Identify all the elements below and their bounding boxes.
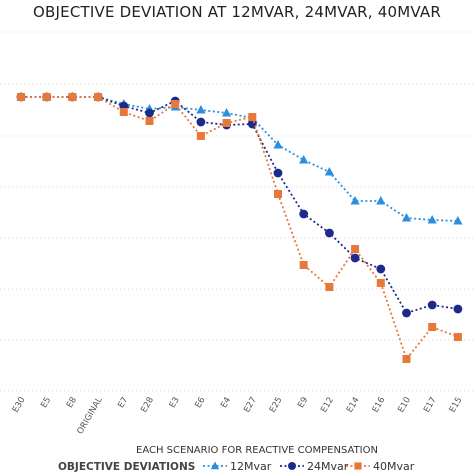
x-tick-E17: E17	[422, 396, 439, 415]
x-tick-E14: E14	[345, 396, 362, 415]
point-24Mvar-E15	[453, 304, 463, 314]
legend-item-24Mvar: 24Mvar	[280, 460, 349, 473]
legend-title: OBJECTIVE DEVIATIONS	[58, 461, 195, 473]
point-40Mvar-E17	[428, 323, 437, 331]
legend-item-12Mvar: 12Mvar	[203, 460, 272, 473]
chart-title: OBJECTIVE DEVIATION AT 12MVAR, 24MVAR, 4…	[33, 3, 441, 21]
x-tick-E5: E5	[39, 396, 53, 410]
point-24Mvar-E6	[196, 117, 206, 127]
point-24Mvar-E14	[350, 253, 360, 263]
point-12Mvar-E9	[299, 155, 309, 164]
point-12Mvar-E16	[376, 196, 386, 205]
x-tick-E16: E16	[371, 396, 388, 415]
point-40Mvar-E8	[68, 93, 77, 101]
legend-label-40Mvar: 40Mvar	[373, 460, 415, 473]
point-12Mvar-E6	[196, 105, 206, 114]
point-40Mvar-E7	[119, 108, 128, 116]
series-line-40Mvar	[21, 96, 459, 361]
point-40Mvar-ORIGINAL	[94, 93, 103, 101]
legend: OBJECTIVE DEVIATIONS 12Mvar 24Mvar 40Mvar	[58, 460, 415, 473]
point-40Mvar-E25	[274, 190, 282, 198]
point-24Mvar-E17	[427, 300, 437, 310]
x-tick-E3: E3	[168, 396, 182, 410]
point-12Mvar-E12	[324, 167, 334, 176]
x-tick-E9: E9	[296, 396, 310, 410]
gridlines	[0, 31, 474, 392]
point-40Mvar-E5	[42, 93, 51, 101]
legend-item-40Mvar: 40Mvar	[346, 460, 415, 473]
legend-marker-12Mvar	[210, 461, 220, 470]
point-12Mvar-E25	[273, 140, 283, 149]
point-40Mvar-E6	[196, 132, 205, 140]
x-tick-E30: E30	[11, 396, 28, 415]
point-40Mvar-E27	[248, 113, 257, 121]
x-tick-E8: E8	[65, 396, 79, 410]
point-40Mvar-E16	[376, 279, 385, 287]
point-24Mvar-E16	[376, 264, 386, 274]
x-tick-E25: E25	[268, 396, 285, 415]
point-12Mvar-E4	[222, 108, 232, 117]
point-40Mvar-E30	[17, 93, 25, 101]
point-12Mvar-E15	[453, 216, 463, 225]
x-tick-E15: E15	[448, 396, 465, 415]
x-axis-label: EACH SCENARIO FOR REACTIVE COMPENSATION	[136, 445, 378, 456]
x-tick-E7: E7	[116, 396, 130, 410]
series-line-12Mvar	[21, 96, 458, 222]
legend-label-24Mvar: 24Mvar	[307, 460, 349, 473]
x-tick-ORIGINAL: ORIGINAL	[75, 395, 104, 436]
series-line-24Mvar	[21, 96, 459, 315]
series-24Mvar	[16, 92, 463, 318]
x-tick-E27: E27	[242, 396, 259, 415]
legend-marker-24Mvar	[288, 462, 296, 470]
x-tick-E6: E6	[193, 396, 207, 410]
point-40Mvar-E14	[351, 245, 360, 253]
point-40Mvar-E3	[171, 100, 180, 108]
x-tick-E10: E10	[396, 396, 413, 415]
point-24Mvar-E12	[325, 228, 334, 238]
point-12Mvar-E17	[427, 215, 437, 224]
series-group	[16, 92, 463, 363]
legend-label-12Mvar: 12Mvar	[230, 460, 272, 473]
point-40Mvar-E15	[453, 333, 462, 341]
point-40Mvar-E12	[325, 283, 334, 291]
point-40Mvar-E28	[145, 117, 154, 125]
point-40Mvar-E10	[402, 355, 411, 363]
point-24Mvar-E25	[273, 168, 283, 178]
series-12Mvar	[16, 92, 463, 225]
x-tick-E4: E4	[219, 396, 233, 410]
x-tick-E28: E28	[139, 396, 156, 415]
x-tick-E12: E12	[319, 396, 336, 415]
series-40Mvar	[17, 93, 462, 363]
point-40Mvar-E9	[299, 261, 308, 269]
point-24Mvar-E9	[299, 209, 309, 219]
point-40Mvar-E4	[222, 119, 231, 127]
point-12Mvar-E14	[350, 196, 360, 205]
point-24Mvar-E28	[145, 108, 154, 118]
legend-marker-40Mvar	[354, 462, 362, 470]
point-24Mvar-E10	[402, 308, 411, 318]
point-12Mvar-E10	[401, 213, 412, 222]
